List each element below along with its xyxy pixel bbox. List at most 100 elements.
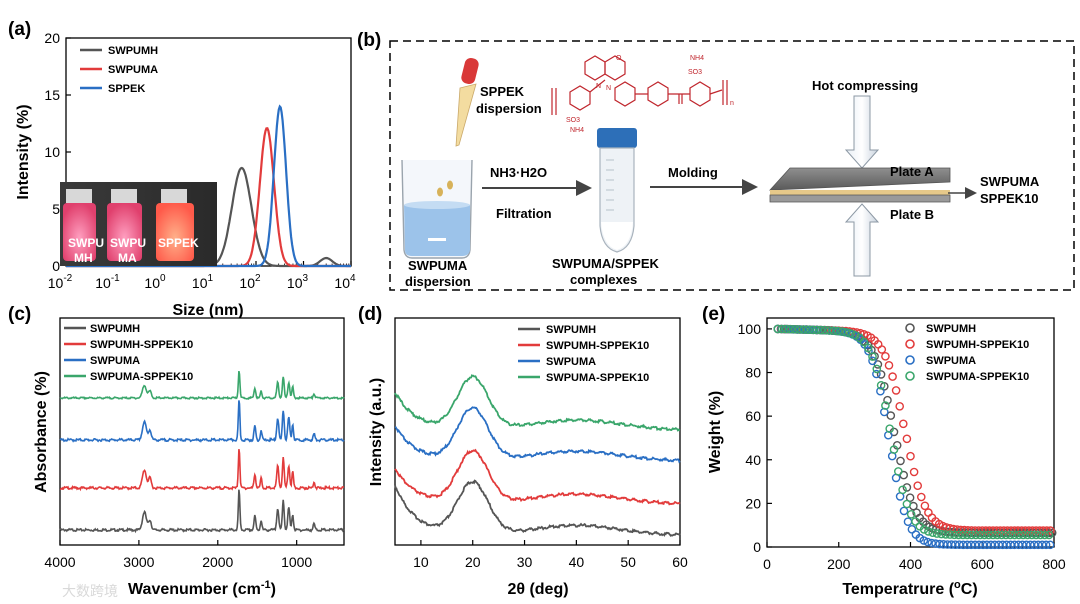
data-point <box>958 530 968 540</box>
data-point <box>820 325 830 335</box>
data-point <box>868 352 877 361</box>
pipette-icon <box>455 57 479 147</box>
data-point <box>829 326 839 336</box>
series-line <box>59 489 345 534</box>
series-line <box>394 479 681 537</box>
press-arrow-up <box>844 203 880 277</box>
plate-b-label: Plate B <box>890 207 934 222</box>
panel-c-curves <box>59 370 345 534</box>
panel-d: (d) 10 20 30 40 50 60 SWPUMH SWPUMH-SPPEK10 S… <box>358 304 688 598</box>
panel-e-frame <box>766 317 1055 548</box>
data-point <box>851 330 860 340</box>
data-point <box>955 540 964 550</box>
data-point <box>913 481 923 491</box>
sppek-chemical-structure-icon <box>551 55 728 115</box>
data-point <box>975 530 985 540</box>
data-point <box>919 525 929 534</box>
molding-label: Molding <box>668 165 718 180</box>
data-point <box>980 530 989 540</box>
data-point <box>988 530 998 540</box>
x-tick-label: 100 <box>144 273 166 291</box>
data-point <box>1037 540 1047 550</box>
data-point <box>1036 530 1045 540</box>
x-tick-label: 103 <box>287 273 309 291</box>
centrifuge-tube-icon <box>597 128 637 253</box>
panel-e-legend: SWPUMH SWPUMH-SPPEK10 SWPUMA SWPUMA-SPPE… <box>905 323 1029 383</box>
x-tick-label: 200 <box>827 556 851 572</box>
data-point <box>950 530 959 540</box>
data-point <box>909 467 919 477</box>
data-point <box>803 325 813 335</box>
panel-e-xlabel: Temperatrure (oC) <box>842 579 977 598</box>
panel-c-frame <box>59 317 345 546</box>
data-point <box>795 325 804 334</box>
data-point <box>903 517 913 527</box>
x-tick-label: 0 <box>763 556 771 572</box>
data-point <box>884 360 894 370</box>
series-line <box>59 370 345 401</box>
data-point <box>924 508 933 517</box>
y-tick-label: 20 <box>44 30 60 46</box>
data-point <box>894 467 903 476</box>
data-point <box>812 325 821 335</box>
data-point <box>906 509 916 519</box>
data-point <box>906 451 915 461</box>
series-line <box>59 400 345 443</box>
legend-label: SWPUMA-SPPEK10 <box>926 371 1029 383</box>
product-line2: SPPEK10 <box>980 191 1039 206</box>
data-point <box>777 324 787 334</box>
vial-body-2 <box>107 203 142 261</box>
x-tick-label: 102 <box>239 273 261 291</box>
panel-d-curves <box>394 374 681 537</box>
data-point <box>881 351 890 361</box>
data-point <box>971 530 981 540</box>
panel-c-label: (c) <box>8 304 31 325</box>
data-point <box>939 540 948 549</box>
vial-label-2-line1: SWPU <box>110 236 146 250</box>
chem-label-so3-a: SO3 <box>566 117 580 124</box>
legend-label-swpumh: SWPUMH <box>108 45 158 57</box>
data-point <box>895 401 905 411</box>
data-point <box>1040 530 1049 540</box>
legend-label: SWPUMA-SPPEK10 <box>90 371 193 383</box>
data-point <box>1005 530 1015 540</box>
chem-labels: O N N SO3 NH4 SO3 NH4 n <box>566 55 734 134</box>
legend-label: SWPUMH <box>90 323 140 335</box>
data-point <box>951 540 960 550</box>
legend-label: SWPUMH-SPPEK10 <box>546 340 649 352</box>
data-point <box>1014 530 1024 540</box>
product-line1: SWPUMA <box>980 174 1040 189</box>
inset-photo: SWPU MH SWPU MA SPPEK <box>60 182 217 266</box>
x-tick-label: 101 <box>192 273 214 291</box>
y-tick-label: 80 <box>745 365 761 381</box>
data-point <box>898 485 907 495</box>
legend-marker <box>905 371 915 381</box>
legend-label-sppek: SPPEK <box>108 83 145 95</box>
data-point <box>859 337 869 347</box>
vial-cap-3 <box>161 189 187 203</box>
data-point <box>911 517 920 526</box>
data-point <box>877 345 887 354</box>
y-tick-label: 100 <box>738 321 762 337</box>
data-point <box>790 324 800 334</box>
data-point <box>962 530 972 540</box>
data-point <box>928 528 938 538</box>
data-point <box>919 536 929 545</box>
x-tick-label: 30 <box>517 554 533 570</box>
panel-d-ticks: 10 20 30 40 50 60 <box>413 540 688 570</box>
data-point <box>993 530 1002 540</box>
panel-a-legend: SWPUMH SWPUMA SPPEK <box>80 45 158 95</box>
data-point <box>997 530 1006 540</box>
data-point <box>786 324 796 334</box>
legend-label-swpuma: SWPUMA <box>108 64 158 76</box>
data-point <box>846 329 856 338</box>
data-point <box>864 346 873 356</box>
x-tick-label: 10-1 <box>95 273 120 291</box>
x-tick-label: 104 <box>334 273 356 291</box>
data-point <box>889 445 899 454</box>
data-point <box>1041 540 1051 550</box>
sample-film <box>770 190 950 195</box>
vial-body-3 <box>156 203 194 261</box>
press-arrow-down <box>844 95 880 169</box>
data-point <box>876 386 885 396</box>
